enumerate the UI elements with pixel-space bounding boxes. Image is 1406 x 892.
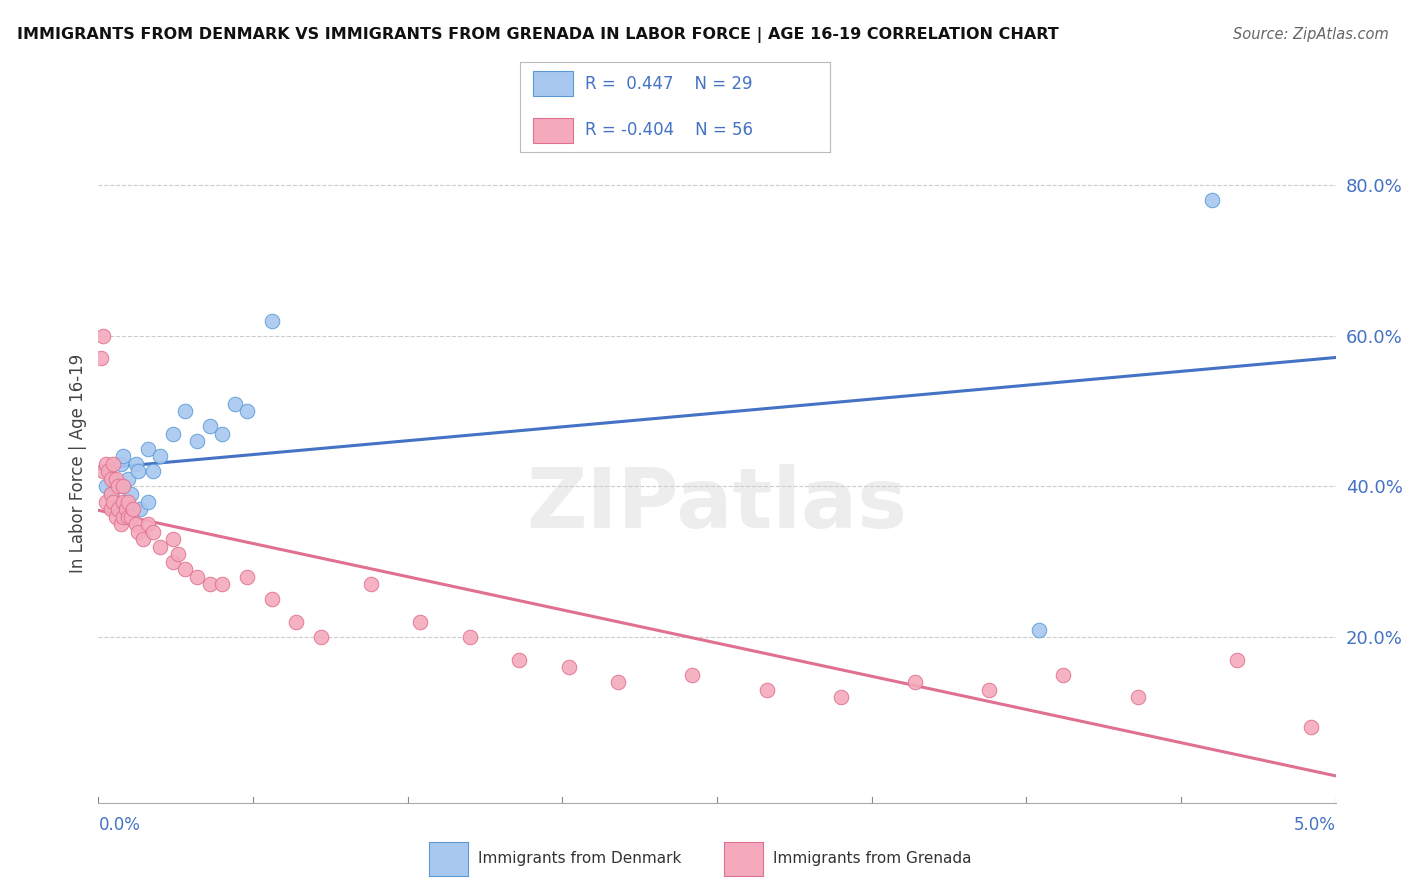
Point	[100, 502, 122, 516]
Point	[1201, 193, 1223, 207]
Point	[211, 426, 233, 441]
Point	[136, 517, 159, 532]
Point	[236, 404, 259, 418]
Point	[94, 479, 117, 493]
Point	[100, 487, 122, 501]
Point	[198, 577, 221, 591]
Point	[112, 494, 135, 508]
Point	[557, 660, 579, 674]
Point	[94, 457, 117, 471]
Point	[681, 667, 703, 681]
Point	[1226, 653, 1249, 667]
Point	[114, 502, 136, 516]
Point	[117, 509, 139, 524]
Point	[104, 494, 127, 508]
Point	[127, 524, 149, 539]
Point	[110, 457, 132, 471]
Point	[136, 442, 159, 456]
Point	[112, 450, 135, 464]
Point	[1299, 721, 1322, 735]
Point	[904, 675, 927, 690]
Point	[117, 494, 139, 508]
Text: 0.0%: 0.0%	[98, 816, 141, 834]
Text: R =  0.447    N = 29: R = 0.447 N = 29	[585, 75, 752, 93]
Point	[360, 577, 382, 591]
Point	[129, 502, 152, 516]
Point	[94, 494, 117, 508]
Point	[142, 524, 165, 539]
Bar	[533, 71, 572, 96]
Point	[409, 615, 432, 629]
Point	[93, 464, 115, 478]
Text: ZIPatlas: ZIPatlas	[527, 464, 907, 545]
Point	[142, 464, 165, 478]
Point	[104, 472, 127, 486]
Point	[107, 479, 129, 493]
Point	[97, 464, 120, 478]
Point	[149, 450, 172, 464]
Text: IMMIGRANTS FROM DENMARK VS IMMIGRANTS FROM GRENADA IN LABOR FORCE | AGE 16-19 CO: IMMIGRANTS FROM DENMARK VS IMMIGRANTS FR…	[17, 27, 1059, 43]
Point	[1052, 667, 1074, 681]
Point	[120, 509, 142, 524]
Point	[103, 472, 125, 486]
Point	[100, 472, 122, 486]
Point	[236, 570, 259, 584]
Point	[162, 426, 184, 441]
Point	[120, 487, 142, 501]
Text: 5.0%: 5.0%	[1294, 816, 1336, 834]
Point	[830, 690, 852, 705]
Point	[174, 562, 197, 576]
Point	[755, 682, 778, 697]
Point	[114, 502, 136, 516]
Point	[508, 653, 530, 667]
Point	[458, 630, 481, 644]
Point	[260, 314, 283, 328]
Point	[100, 487, 122, 501]
Bar	[533, 118, 572, 143]
Point	[112, 479, 135, 493]
Point	[162, 555, 184, 569]
Point	[103, 494, 125, 508]
Point	[260, 592, 283, 607]
Point	[979, 682, 1001, 697]
Point	[166, 547, 188, 561]
Point	[174, 404, 197, 418]
Point	[93, 328, 115, 343]
Point	[104, 509, 127, 524]
Point	[309, 630, 332, 644]
Point	[211, 577, 233, 591]
Point	[97, 464, 120, 478]
Point	[132, 532, 155, 546]
Point	[122, 502, 145, 516]
Text: Immigrants from Denmark: Immigrants from Denmark	[478, 851, 682, 865]
Point	[1028, 623, 1050, 637]
Point	[1126, 690, 1149, 705]
Point	[124, 517, 146, 532]
Point	[90, 351, 112, 366]
Point	[110, 517, 132, 532]
Point	[107, 502, 129, 516]
Point	[186, 434, 208, 449]
Text: Immigrants from Grenada: Immigrants from Grenada	[773, 851, 972, 865]
Point	[136, 494, 159, 508]
Point	[112, 479, 135, 493]
Point	[186, 570, 208, 584]
Point	[607, 675, 630, 690]
Point	[198, 419, 221, 434]
Point	[103, 457, 125, 471]
Point	[224, 396, 246, 410]
Point	[285, 615, 308, 629]
Text: Source: ZipAtlas.com: Source: ZipAtlas.com	[1233, 27, 1389, 42]
Point	[127, 464, 149, 478]
Y-axis label: In Labor Force | Age 16-19: In Labor Force | Age 16-19	[69, 354, 87, 574]
Point	[149, 540, 172, 554]
Point	[112, 509, 135, 524]
Point	[162, 532, 184, 546]
Text: R = -0.404    N = 56: R = -0.404 N = 56	[585, 121, 754, 139]
Point	[117, 472, 139, 486]
Point	[124, 457, 146, 471]
Point	[107, 502, 129, 516]
